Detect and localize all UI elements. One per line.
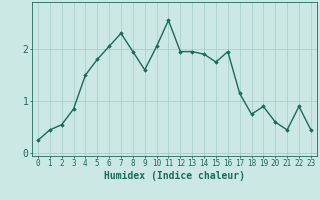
X-axis label: Humidex (Indice chaleur): Humidex (Indice chaleur) (104, 171, 245, 181)
